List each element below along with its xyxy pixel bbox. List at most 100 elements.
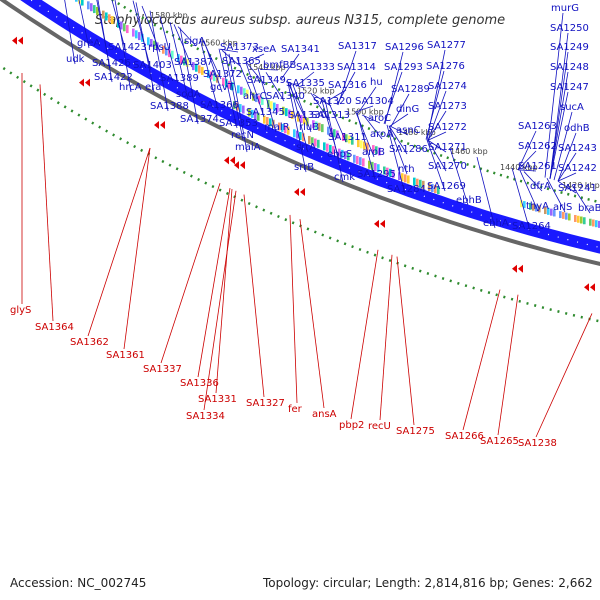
feature-block <box>165 47 168 56</box>
rna-mark <box>12 36 23 45</box>
feature-block <box>315 121 318 130</box>
gene-leader-line <box>517 169 537 172</box>
feature-block <box>311 137 314 146</box>
gene-leader-line <box>549 51 569 180</box>
gene-label: murG <box>551 3 579 14</box>
feature-block <box>565 212 568 220</box>
gene-label: SA1295 <box>357 169 396 180</box>
gene-label: SA1317 <box>338 41 377 52</box>
gene-label: dfrA <box>530 181 551 192</box>
gene-leader-line <box>236 57 256 102</box>
gene-label: SA1320 <box>313 96 352 107</box>
feature-blocks <box>75 0 600 228</box>
feature-block <box>236 102 239 111</box>
feature-block <box>595 220 598 228</box>
feature-block <box>312 120 315 129</box>
feature-block <box>242 105 245 114</box>
gene-label: cmk <box>334 172 355 183</box>
gene-label: SA1387 <box>174 57 213 68</box>
feature-block <box>288 109 291 118</box>
feature-block <box>123 23 126 32</box>
feature-block <box>314 138 317 147</box>
gene-leader-line <box>426 139 446 192</box>
feature-block <box>351 136 354 145</box>
feature-block <box>538 205 541 213</box>
gene-leader-line <box>557 152 577 182</box>
rna-label: ansA <box>312 409 337 420</box>
kbp-tick-label: 1460 kbp <box>450 147 488 156</box>
gene-leader-line <box>114 0 132 93</box>
gene-leader-line <box>383 71 403 124</box>
feature-block <box>404 174 407 183</box>
feature-block <box>383 166 386 175</box>
feature-block <box>329 144 332 153</box>
feature-block <box>544 207 547 215</box>
feature-block <box>162 45 165 54</box>
feature-block <box>389 168 392 177</box>
feature-block <box>135 30 138 39</box>
gene-label: greA <box>77 38 100 49</box>
feature-block <box>422 180 425 189</box>
gene-leader-line <box>363 115 383 140</box>
gene-leader-line <box>427 131 447 141</box>
gene-label: bmfBB <box>263 60 296 71</box>
gene-label: SA1372 <box>203 69 242 80</box>
rna-leader-line <box>243 194 265 398</box>
gene-label: xseA <box>252 44 276 55</box>
feature-block <box>345 134 348 143</box>
gene-label: dinG <box>396 104 419 115</box>
feature-block <box>255 94 258 103</box>
feature-block <box>222 77 225 86</box>
gene-leader-line <box>132 0 152 71</box>
feature-block <box>171 50 174 59</box>
gene-label: thyA <box>526 201 549 212</box>
gene-label: arlS <box>553 202 572 213</box>
feature-block <box>138 32 141 41</box>
feature-block <box>359 157 362 166</box>
feature-block <box>371 161 374 170</box>
gene-label: recN <box>231 130 254 141</box>
rna-label: SA1361 <box>106 350 145 361</box>
feature-block <box>102 10 105 19</box>
rna-label: recU <box>368 421 391 432</box>
gene-leader-line <box>356 112 376 180</box>
feature-block <box>336 130 339 139</box>
gene-label: SA1335 <box>286 78 325 89</box>
gene-label: SA1313 <box>311 110 350 121</box>
gene-leader-line <box>169 22 189 100</box>
gene-leader-line <box>388 125 408 155</box>
genome-backbone <box>0 0 600 266</box>
gene-label: SA1271 <box>428 142 467 153</box>
gene-label: SA1261 <box>518 161 557 172</box>
gene-leader-line <box>177 26 197 47</box>
feature-block <box>263 115 266 124</box>
feature-block <box>147 37 150 46</box>
gene-label: malA <box>235 142 261 153</box>
gene-leader-line <box>327 89 347 101</box>
feature-block <box>300 114 303 123</box>
gene-leader-line <box>386 124 406 195</box>
gene-label: SA1273 <box>428 101 467 112</box>
gene-label: SA1284 <box>387 184 426 195</box>
gene-label: SA1341 <box>281 44 320 55</box>
gene-label: SA1311 <box>328 132 367 143</box>
feature-block <box>344 151 347 160</box>
gene-leader-line <box>449 147 469 206</box>
rna-mark <box>294 188 305 197</box>
rna-label: SA1336 <box>180 378 219 389</box>
gene-leader-line <box>285 81 305 89</box>
feature-block <box>243 88 246 97</box>
gene-leader-line <box>476 156 496 229</box>
feature-block <box>198 65 201 74</box>
gene-label: malR <box>264 122 290 133</box>
gene-leader-line <box>517 130 537 170</box>
gene-label: odhB <box>564 123 590 134</box>
gene-leader-line <box>287 82 307 173</box>
gene-label: SA1423 <box>108 42 147 53</box>
feature-block <box>327 126 330 135</box>
gene-leader-line <box>149 10 169 112</box>
feature-block <box>332 146 335 155</box>
kbp-tick-label: 1420 kbp <box>562 181 600 190</box>
feature-block <box>261 96 264 105</box>
